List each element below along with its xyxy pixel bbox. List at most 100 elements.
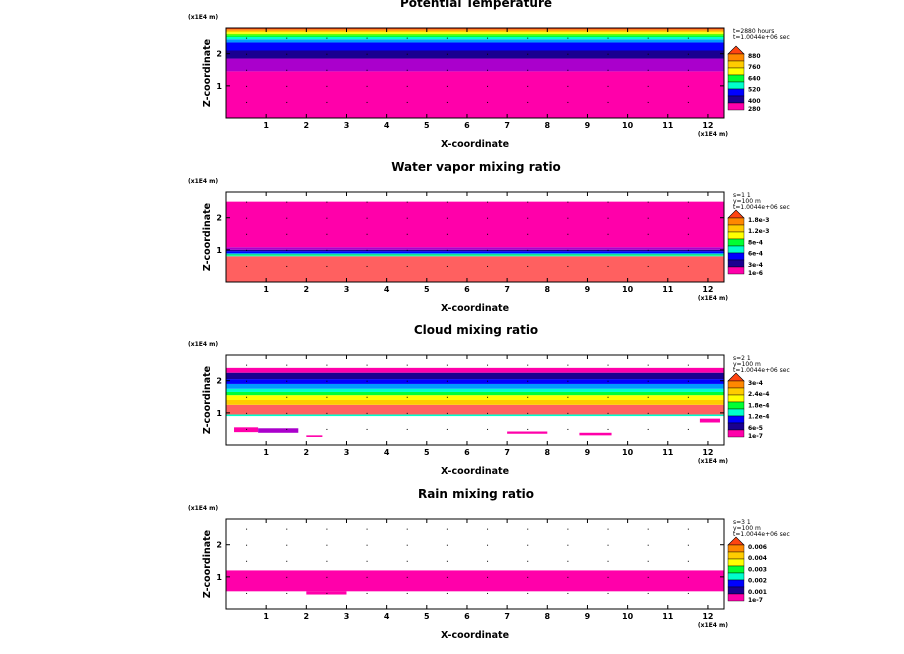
grid-dot <box>366 233 368 235</box>
contour-band <box>226 379 724 384</box>
grid-dot <box>446 428 448 430</box>
grid-dot <box>687 85 689 87</box>
grid-dot <box>527 201 529 203</box>
grid-dot <box>446 544 448 546</box>
contour-band <box>226 255 724 257</box>
grid-dot <box>326 265 328 267</box>
contour-band <box>226 30 724 33</box>
x-tick-label: 8 <box>545 121 551 130</box>
contour-band <box>226 249 724 252</box>
legend-swatch <box>727 422 745 431</box>
info-line: t=2880 hours <box>733 28 774 35</box>
grid-dot <box>607 412 609 414</box>
x-tick-label: 1 <box>263 285 269 294</box>
grid-dot <box>527 412 529 414</box>
legend-label: 6e-5 <box>748 425 763 432</box>
info-line: t=1.0044e+06 sec <box>733 204 790 211</box>
grid-dots <box>246 37 689 103</box>
chart-title: Potential Temperature <box>400 0 552 10</box>
x-tick-label: 11 <box>662 285 674 294</box>
x-tick-label: 11 <box>662 121 674 130</box>
grid-dot <box>487 249 489 251</box>
info-line: s=1 1 <box>733 192 751 199</box>
grid-dot <box>446 101 448 103</box>
grid-dot <box>326 85 328 87</box>
grid-dot <box>527 85 529 87</box>
grid-dot <box>487 85 489 87</box>
grid-dot <box>366 85 368 87</box>
legend-swatch <box>727 579 745 588</box>
x-tick-label: 6 <box>464 121 470 130</box>
contour-band <box>226 37 724 40</box>
contour-band <box>226 256 724 282</box>
x-tick-label: 10 <box>622 612 634 621</box>
grid-dot <box>366 37 368 39</box>
grid-dot <box>647 217 649 219</box>
contour-patch <box>507 431 548 434</box>
grid-dot <box>567 217 569 219</box>
grid-dot <box>487 265 489 267</box>
grid-dot <box>527 396 529 398</box>
legend-swatch <box>727 558 745 567</box>
x-tick-label: 8 <box>545 612 551 621</box>
x-tick-label: 5 <box>424 121 430 130</box>
grid-dot <box>527 428 529 430</box>
grid-dot <box>406 85 408 87</box>
legend-label: 1.8e-4 <box>748 402 769 409</box>
legend-label: 1e-7 <box>748 597 763 604</box>
grid-dot <box>647 201 649 203</box>
grid-dot <box>527 37 529 39</box>
contour-band <box>226 372 724 380</box>
grid-dot <box>246 217 248 219</box>
grid-dot <box>607 85 609 87</box>
x-tick-label: 9 <box>585 121 591 130</box>
legend-swatch <box>727 387 745 396</box>
contour-band <box>226 71 724 118</box>
grid-dot <box>687 428 689 430</box>
grid-dot <box>487 217 489 219</box>
contour-patch <box>699 418 720 423</box>
grid-dot <box>446 560 448 562</box>
grid-dot <box>246 265 248 267</box>
grid-dot <box>446 364 448 366</box>
grid-dot <box>687 380 689 382</box>
x-tick-label: 3 <box>344 121 350 130</box>
grid-dot <box>647 396 649 398</box>
x-unit-label: (x1E4 m) <box>698 295 728 302</box>
contour-band <box>226 391 724 396</box>
x-tick-label: 6 <box>464 285 470 294</box>
contour-band <box>226 251 724 254</box>
grid-dot <box>246 364 248 366</box>
grid-dot <box>607 576 609 578</box>
grid-dot <box>527 576 529 578</box>
grid-dot <box>487 201 489 203</box>
legend-swatch <box>727 245 745 254</box>
grid-dot <box>647 249 649 251</box>
x-tick-label: 7 <box>504 448 510 457</box>
x-tick-label: 8 <box>545 285 551 294</box>
grid-dot <box>286 217 288 219</box>
grid-dot <box>406 428 408 430</box>
grid-dot <box>687 576 689 578</box>
x-tick-label: 3 <box>344 285 350 294</box>
grid-dot <box>567 85 569 87</box>
contour-band <box>226 58 724 72</box>
grid-dot <box>687 396 689 398</box>
z-axis-label: Z-coordinate <box>202 366 213 434</box>
contour-band <box>226 395 724 400</box>
grid-dot <box>366 201 368 203</box>
grid-dot <box>246 396 248 398</box>
grid-dot <box>326 201 328 203</box>
grid-dot <box>687 201 689 203</box>
contour-bands <box>226 28 724 118</box>
legend-label: 1.8e-3 <box>748 217 769 224</box>
grid-dot <box>246 69 248 71</box>
grid-dot <box>326 217 328 219</box>
legend-label: 0.006 <box>748 544 767 551</box>
grid-dot <box>567 544 569 546</box>
grid-dot <box>286 544 288 546</box>
x-unit-label: (x1E4 m) <box>698 131 728 138</box>
grid-dot <box>647 265 649 267</box>
z-tick-label: 2 <box>216 50 222 59</box>
grid-dot <box>286 364 288 366</box>
